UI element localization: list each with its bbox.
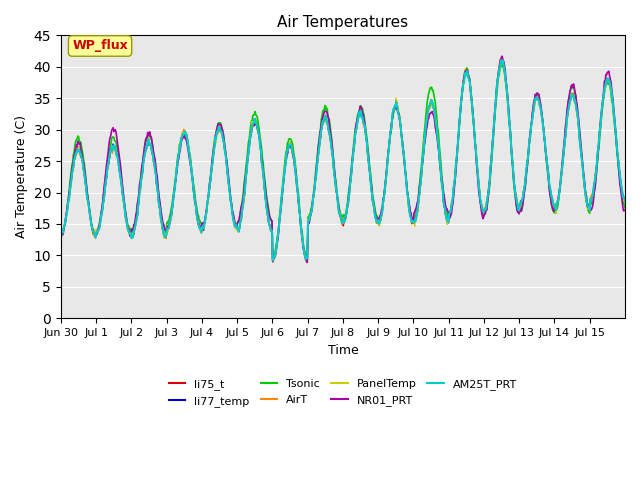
li77_temp xyxy=(255,132,262,138)
AirT xyxy=(255,131,262,137)
AM25T_PRT xyxy=(621,198,629,204)
Tsonic xyxy=(227,196,235,202)
li75_t xyxy=(124,221,131,227)
li75_t xyxy=(497,57,504,63)
Tsonic xyxy=(402,174,410,180)
Line: li77_temp: li77_temp xyxy=(61,59,625,262)
PanelTemp xyxy=(255,131,262,137)
NR01_PRT xyxy=(434,137,442,143)
Line: PanelTemp: PanelTemp xyxy=(61,59,625,263)
PanelTemp xyxy=(57,233,65,239)
AM25T_PRT xyxy=(255,130,262,136)
li75_t xyxy=(434,136,442,142)
li77_temp xyxy=(124,222,131,228)
Legend: li75_t, li77_temp, Tsonic, AirT, PanelTemp, NR01_PRT, AM25T_PRT: li75_t, li77_temp, Tsonic, AirT, PanelTe… xyxy=(164,375,522,411)
AirT xyxy=(277,206,285,212)
li75_t xyxy=(402,173,410,179)
AirT xyxy=(499,57,507,62)
Y-axis label: Air Temperature (C): Air Temperature (C) xyxy=(15,115,28,238)
AM25T_PRT xyxy=(277,205,285,211)
AM25T_PRT xyxy=(434,134,442,140)
PanelTemp xyxy=(124,222,131,228)
X-axis label: Time: Time xyxy=(328,344,358,357)
li75_t xyxy=(621,198,629,204)
PanelTemp xyxy=(303,260,310,265)
li77_temp xyxy=(402,174,410,180)
AM25T_PRT xyxy=(402,174,410,180)
li75_t xyxy=(277,206,285,212)
NR01_PRT xyxy=(621,208,629,214)
li77_temp xyxy=(498,56,506,62)
PanelTemp xyxy=(621,198,629,204)
Line: AirT: AirT xyxy=(61,60,625,261)
AirT xyxy=(269,258,276,264)
AirT xyxy=(227,199,235,205)
NR01_PRT xyxy=(57,232,65,238)
NR01_PRT xyxy=(402,172,410,178)
Tsonic xyxy=(621,205,629,211)
li75_t xyxy=(255,131,262,136)
NR01_PRT xyxy=(276,213,284,219)
AirT xyxy=(621,199,629,205)
NR01_PRT xyxy=(303,260,311,265)
PanelTemp xyxy=(434,136,442,142)
li77_temp xyxy=(57,232,65,238)
PanelTemp xyxy=(276,210,284,216)
AirT xyxy=(124,218,131,224)
AM25T_PRT xyxy=(227,198,235,204)
NR01_PRT xyxy=(499,53,506,59)
li77_temp xyxy=(303,259,311,264)
AM25T_PRT xyxy=(498,57,506,63)
AM25T_PRT xyxy=(269,258,276,264)
PanelTemp xyxy=(227,194,235,200)
Text: WP_flux: WP_flux xyxy=(72,39,128,52)
Tsonic xyxy=(255,123,262,129)
NR01_PRT xyxy=(124,220,131,226)
li77_temp xyxy=(276,210,284,216)
Line: li75_t: li75_t xyxy=(61,60,625,262)
li75_t xyxy=(57,229,65,235)
PanelTemp xyxy=(499,56,507,62)
AM25T_PRT xyxy=(57,231,65,237)
NR01_PRT xyxy=(227,197,235,203)
AirT xyxy=(402,173,410,179)
li75_t xyxy=(269,259,276,265)
Title: Air Temperatures: Air Temperatures xyxy=(277,15,408,30)
Line: NR01_PRT: NR01_PRT xyxy=(61,56,625,263)
Tsonic xyxy=(124,218,131,224)
Line: AM25T_PRT: AM25T_PRT xyxy=(61,60,625,261)
AirT xyxy=(57,233,65,239)
li77_temp xyxy=(227,200,235,205)
PanelTemp xyxy=(402,172,410,178)
li75_t xyxy=(227,200,235,205)
Tsonic xyxy=(434,124,442,130)
Tsonic xyxy=(269,257,276,263)
NR01_PRT xyxy=(255,132,262,137)
Tsonic xyxy=(498,61,506,67)
li77_temp xyxy=(621,197,629,203)
Tsonic xyxy=(57,232,65,238)
AirT xyxy=(434,132,442,138)
AM25T_PRT xyxy=(124,222,131,228)
li77_temp xyxy=(434,133,442,139)
Tsonic xyxy=(277,201,285,206)
Line: Tsonic: Tsonic xyxy=(61,64,625,260)
